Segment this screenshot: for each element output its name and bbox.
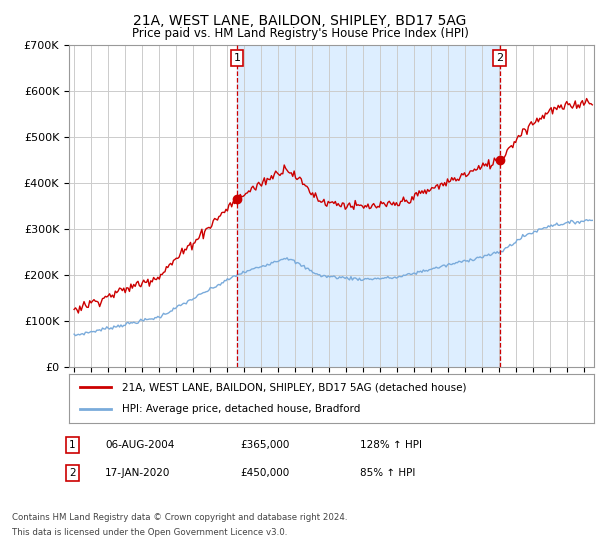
Text: £365,000: £365,000	[240, 440, 289, 450]
Text: 85% ↑ HPI: 85% ↑ HPI	[360, 468, 415, 478]
Text: Contains HM Land Registry data © Crown copyright and database right 2024.: Contains HM Land Registry data © Crown c…	[12, 513, 347, 522]
Text: 2: 2	[496, 53, 503, 63]
Text: 2: 2	[69, 468, 76, 478]
Text: HPI: Average price, detached house, Bradford: HPI: Average price, detached house, Brad…	[121, 404, 360, 414]
Text: £450,000: £450,000	[240, 468, 289, 478]
Text: 128% ↑ HPI: 128% ↑ HPI	[360, 440, 422, 450]
Text: 06-AUG-2004: 06-AUG-2004	[105, 440, 175, 450]
Text: 21A, WEST LANE, BAILDON, SHIPLEY, BD17 5AG: 21A, WEST LANE, BAILDON, SHIPLEY, BD17 5…	[133, 14, 467, 28]
Bar	[237, 45, 500, 367]
Text: Price paid vs. HM Land Registry's House Price Index (HPI): Price paid vs. HM Land Registry's House …	[131, 27, 469, 40]
Text: 17-JAN-2020: 17-JAN-2020	[105, 468, 170, 478]
Text: 21A, WEST LANE, BAILDON, SHIPLEY, BD17 5AG (detached house): 21A, WEST LANE, BAILDON, SHIPLEY, BD17 5…	[121, 382, 466, 393]
Text: This data is licensed under the Open Government Licence v3.0.: This data is licensed under the Open Gov…	[12, 528, 287, 537]
Text: 1: 1	[233, 53, 241, 63]
Text: 1: 1	[69, 440, 76, 450]
